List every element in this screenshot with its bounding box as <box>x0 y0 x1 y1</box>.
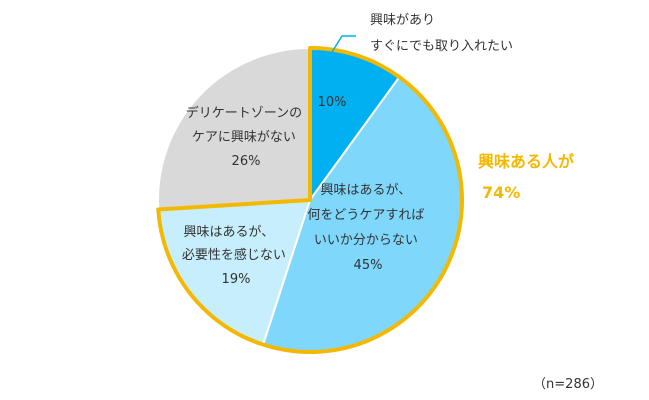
slice-label-line: 45% <box>354 258 383 273</box>
slice-label-line: ケアに興味がない <box>192 130 296 145</box>
slice-label-line: いいか分からない <box>314 233 418 248</box>
slice-label-immediate-interest: 10% <box>318 95 347 110</box>
slice-label-unsure-how-to-care: 興味はあるが、 何をどうケアすれば いいか分からない 45% <box>307 183 428 273</box>
slice-label-line: 何をどうケアすれば <box>307 207 424 223</box>
slice-not-interested <box>157 46 311 211</box>
callout-label-line: 興味があり <box>370 13 435 28</box>
sample-size-note: （n=286） <box>533 377 603 392</box>
interest-group-outline <box>156 46 464 354</box>
slice-label-line: デリケートゾーンの <box>186 105 302 121</box>
callout-leader-line <box>331 35 356 53</box>
slice-label-line: 興味はあるが、 <box>321 183 412 198</box>
callout-label: 興味があり すぐにでも取り入れたい <box>370 13 513 54</box>
highlight-annotation-line: 74% <box>482 183 520 202</box>
highlight-annotation: 興味ある人が 74% <box>478 152 580 202</box>
slice-label-line: 必要性を感じない <box>182 247 286 263</box>
slice-label-not-interested: デリケートゾーンの ケアに興味がない 26% <box>186 105 307 169</box>
slice-label-line: 10% <box>318 95 347 110</box>
highlight-annotation-line: 興味ある人が <box>478 152 574 171</box>
callout-label-line: すぐにでも取り入れたい <box>370 39 513 54</box>
slice-label-line: 19% <box>222 272 251 287</box>
slice-label-line: 26% <box>232 154 261 169</box>
slice-label-line: 興味はあるが、 <box>184 225 275 240</box>
slice-label-no-need: 興味はあるが、 必要性を感じない 19% <box>182 225 290 287</box>
pie-slices <box>157 46 463 353</box>
